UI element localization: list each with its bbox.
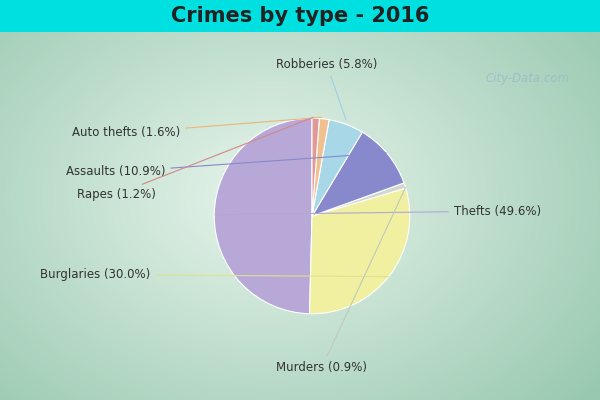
Text: City-Data.com: City-Data.com (486, 72, 570, 85)
Wedge shape (312, 132, 404, 216)
Text: Murders (0.9%): Murders (0.9%) (276, 187, 406, 374)
Wedge shape (310, 188, 410, 314)
Text: Assaults (10.9%): Assaults (10.9%) (66, 153, 386, 178)
Wedge shape (312, 183, 406, 216)
Wedge shape (312, 118, 319, 216)
Text: Rapes (1.2%): Rapes (1.2%) (77, 117, 313, 201)
Text: Robberies (5.8%): Robberies (5.8%) (276, 58, 377, 120)
Wedge shape (312, 120, 362, 216)
Text: Burglaries (30.0%): Burglaries (30.0%) (40, 268, 388, 281)
Text: Thefts (49.6%): Thefts (49.6%) (215, 205, 541, 218)
Text: Auto thefts (1.6%): Auto thefts (1.6%) (72, 117, 322, 139)
Text: Crimes by type - 2016: Crimes by type - 2016 (171, 6, 429, 26)
Wedge shape (312, 118, 329, 216)
Wedge shape (214, 118, 312, 314)
